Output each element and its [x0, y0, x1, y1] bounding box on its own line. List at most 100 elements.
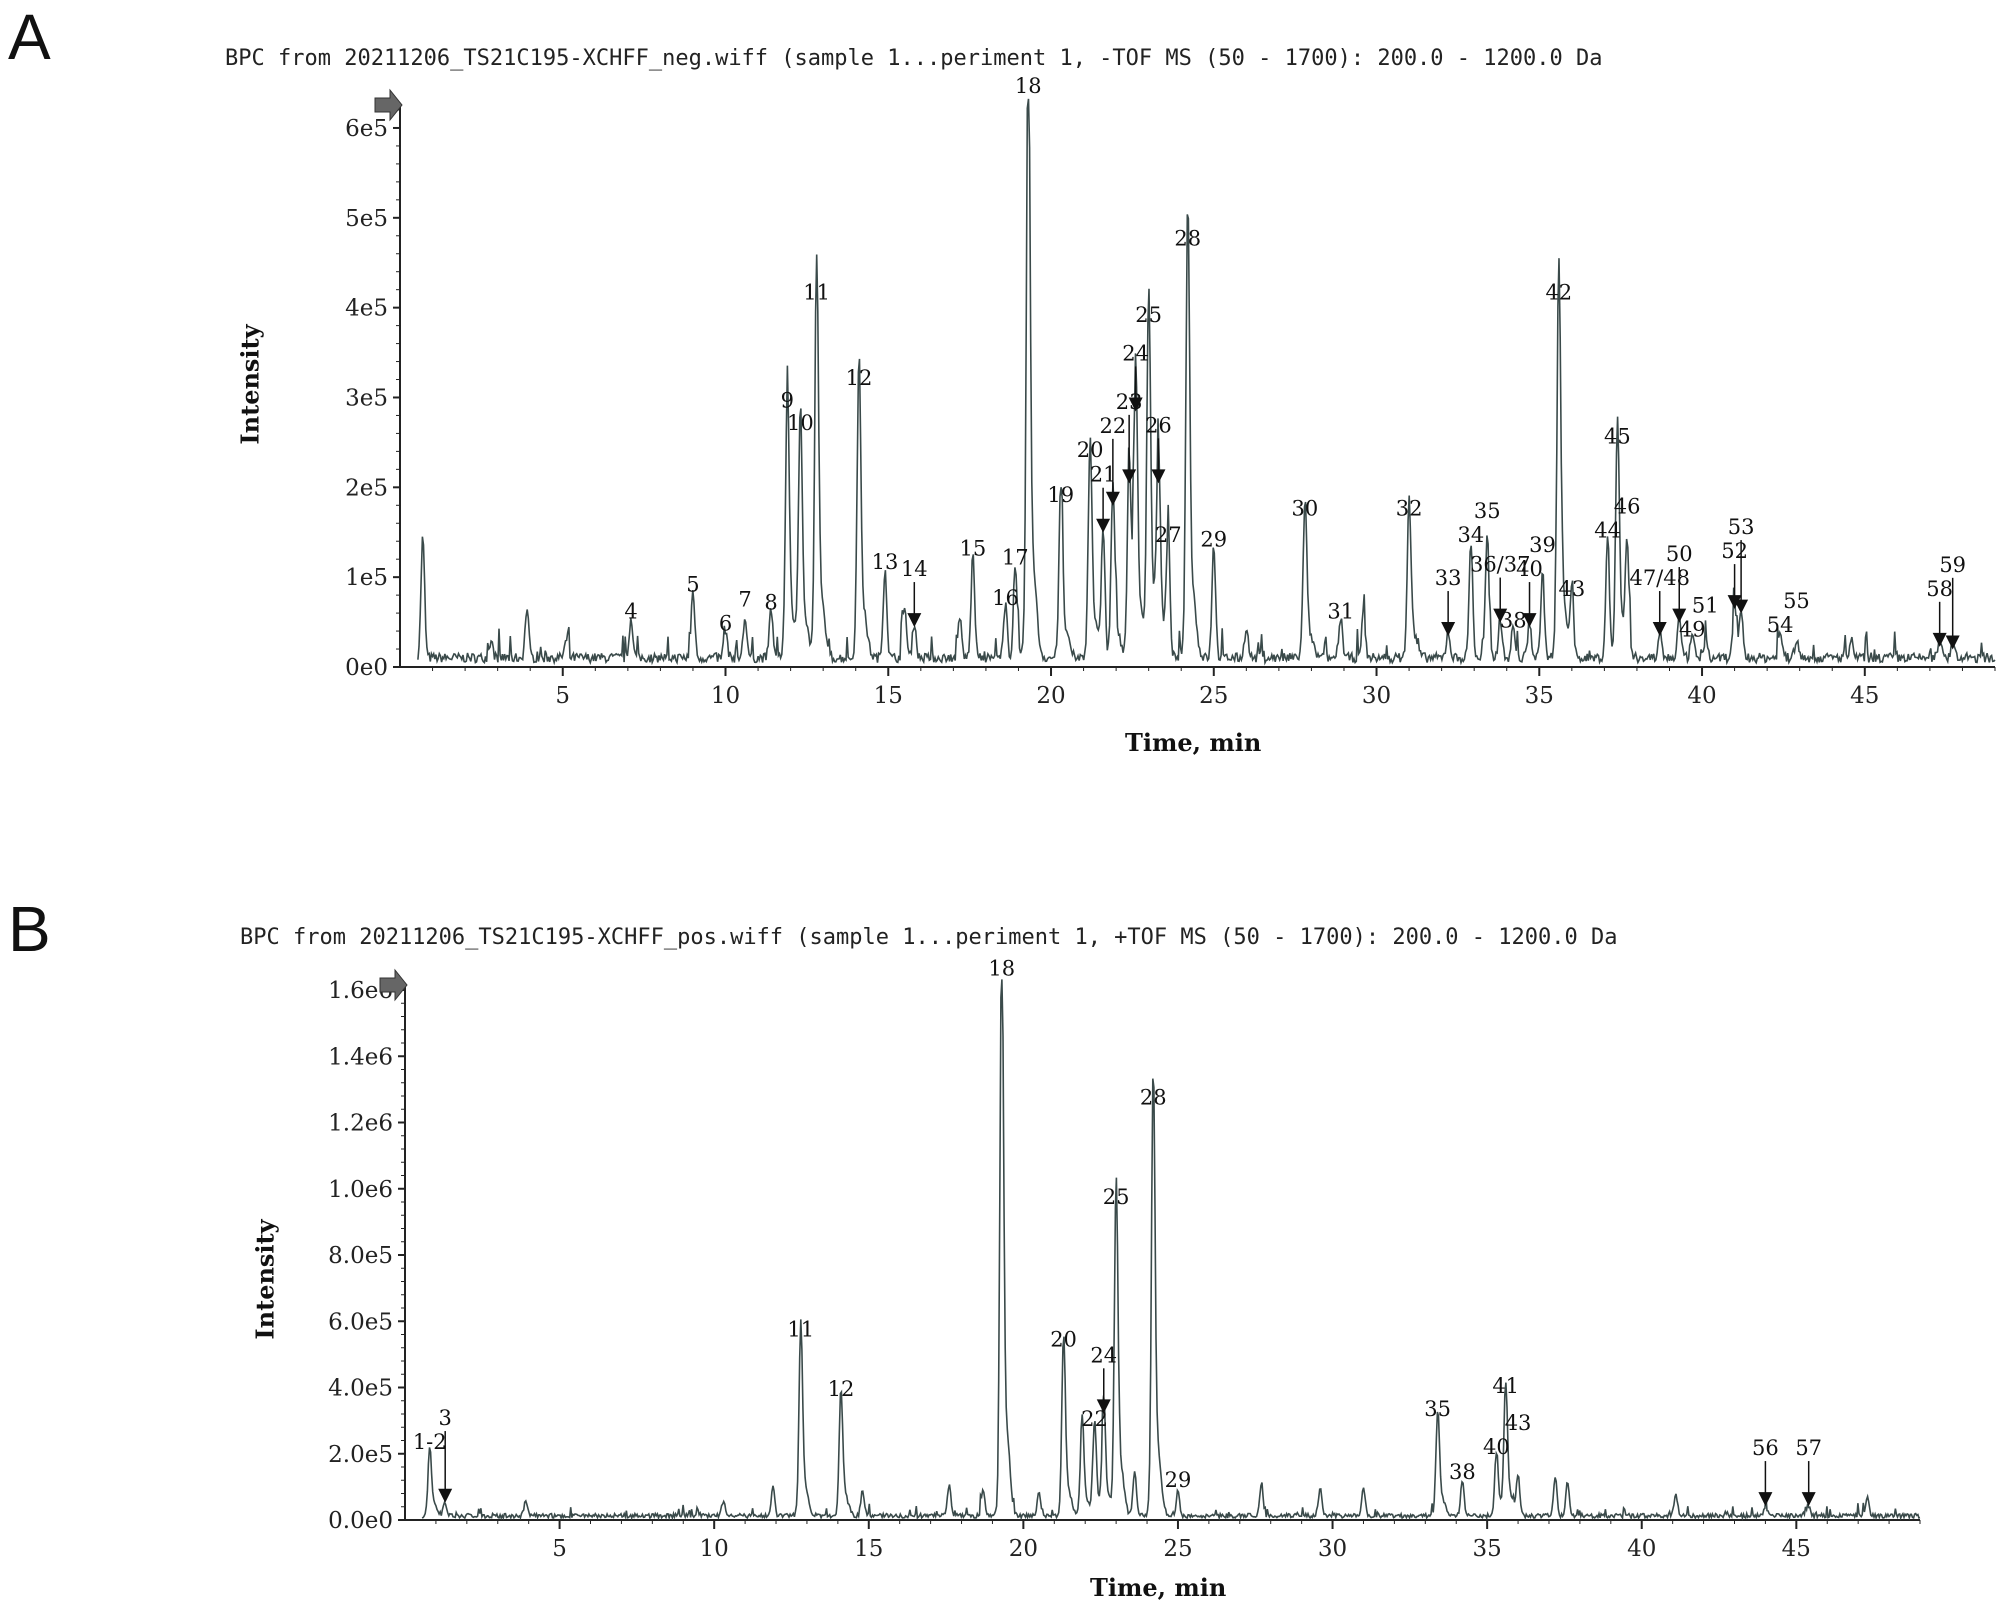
peak-label: 40 [1516, 557, 1543, 581]
peak-label: 34 [1458, 523, 1485, 547]
y-tick-label: 1.4e6 [328, 1044, 393, 1070]
x-tick-label: 10 [711, 683, 740, 709]
peak-label: 12 [846, 366, 873, 390]
peak-label: 54 [1767, 613, 1794, 637]
peak-label: 4 [624, 600, 637, 624]
peak-arrow-icon [1105, 491, 1120, 506]
peak-arrow-icon [1493, 608, 1508, 623]
peak-label: 43 [1505, 1411, 1532, 1435]
panel-letter-a: A [8, 1, 51, 73]
peak-label: 3 [439, 1406, 452, 1430]
y-tick-label: 5e5 [345, 206, 388, 232]
peak-label: 58 [1926, 577, 1953, 601]
y-tick-label: 1.2e6 [328, 1111, 393, 1137]
peak-label: 14 [901, 557, 928, 581]
peak-label: 43 [1558, 577, 1585, 601]
peak-label: 8 [764, 591, 777, 615]
peak-label: 20 [1077, 438, 1104, 462]
peak-label: 21 [1090, 463, 1117, 487]
peak-label: 35 [1424, 1397, 1451, 1421]
x-tick-label: 40 [1627, 1536, 1656, 1562]
peak-label: 24 [1122, 341, 1149, 365]
y-tick-label: 2.0e5 [328, 1442, 393, 1468]
x-tick-label: 20 [1036, 683, 1065, 709]
x-tick-label: 25 [1163, 1536, 1192, 1562]
peak-label: 33 [1435, 566, 1462, 590]
peak-label: 15 [960, 537, 987, 561]
peak-label: 16 [992, 586, 1019, 610]
peak-arrow-icon [1128, 397, 1143, 412]
x-tick-label: 35 [1525, 683, 1554, 709]
x-tick-label: 5 [552, 1536, 567, 1562]
peak-label: 20 [1050, 1327, 1077, 1351]
peak-label: 39 [1529, 533, 1556, 557]
peak-label: 5 [686, 573, 699, 597]
peak-arrow-icon [1932, 632, 1947, 647]
peak-arrow-icon [1096, 1399, 1111, 1414]
peak-label: 52 [1721, 539, 1748, 563]
peak-label: 59 [1939, 553, 1966, 577]
chromatogram-trace [421, 979, 1921, 1522]
y-tick-label: 6.0e5 [328, 1309, 393, 1335]
y-tick-label: 4e5 [345, 296, 388, 322]
panel-letter-b: B [8, 893, 51, 965]
peak-label: 13 [872, 550, 899, 574]
peak-label: 25 [1135, 303, 1162, 327]
peak-arrow-icon [1096, 518, 1111, 533]
peak-label: 45 [1604, 424, 1631, 448]
peak-label: 42 [1545, 281, 1572, 305]
x-tick-label: 30 [1318, 1536, 1347, 1562]
peak-label: 55 [1783, 589, 1810, 613]
peak-label: 29 [1165, 1468, 1192, 1492]
peak-label: 25 [1103, 1185, 1130, 1209]
peak-label: 38 [1500, 609, 1527, 633]
peak-label: 41 [1492, 1374, 1519, 1398]
peak-arrow-icon [1734, 599, 1749, 614]
peak-label: 36/37 [1470, 553, 1531, 577]
peak-label: 40 [1483, 1435, 1510, 1459]
peak-arrow-icon [1945, 635, 1960, 650]
peak-arrow-icon [907, 613, 922, 628]
x-tick-label: 30 [1362, 683, 1391, 709]
peak-label: 30 [1292, 496, 1319, 520]
y-tick-label: 0e0 [345, 655, 388, 681]
peak-label: 12 [828, 1377, 855, 1401]
peak-label: 24 [1090, 1343, 1117, 1367]
peak-label: 27 [1155, 523, 1182, 547]
x-tick-label: 20 [1009, 1536, 1038, 1562]
y-tick-label: 0.0e0 [328, 1508, 393, 1534]
x-axis-label-b: Time, min [1090, 1573, 1227, 1602]
peak-label: 10 [787, 411, 814, 435]
peak-arrow-icon [1122, 469, 1137, 484]
y-tick-label: 1.0e6 [328, 1177, 393, 1203]
y-tick-label: 6e5 [345, 116, 388, 142]
peak-label: 28 [1174, 227, 1201, 251]
peak-label: 11 [803, 281, 830, 305]
peak-arrow-icon [1151, 469, 1166, 484]
x-tick-label: 15 [854, 1536, 883, 1562]
x-tick-label: 45 [1850, 683, 1879, 709]
peak-label: 53 [1728, 515, 1755, 539]
peak-arrow-icon [1672, 608, 1687, 623]
peak-label: 46 [1614, 495, 1641, 519]
peak-arrow-icon [1801, 1492, 1816, 1507]
x-tick-label: 15 [874, 683, 903, 709]
peak-label: 18 [988, 956, 1015, 980]
peak-label: 19 [1047, 483, 1074, 507]
peak-label: 7 [738, 587, 751, 611]
y-tick-label: 8.0e5 [328, 1243, 393, 1269]
peak-label: 11 [787, 1317, 814, 1341]
peak-label: 22 [1100, 414, 1127, 438]
peak-arrow-icon [1727, 595, 1742, 610]
peak-label: 57 [1795, 1436, 1822, 1460]
peak-arrow-icon [1441, 622, 1456, 637]
peak-label: 6 [719, 611, 732, 635]
x-tick-label: 5 [555, 683, 570, 709]
peak-label: 56 [1752, 1436, 1779, 1460]
peak-label: 29 [1200, 528, 1227, 552]
chart-title-a: BPC from 20211206_TS21C195-XCHFF_neg.wif… [225, 46, 1603, 71]
x-tick-label: 40 [1687, 683, 1716, 709]
x-tick-label: 45 [1782, 1536, 1811, 1562]
